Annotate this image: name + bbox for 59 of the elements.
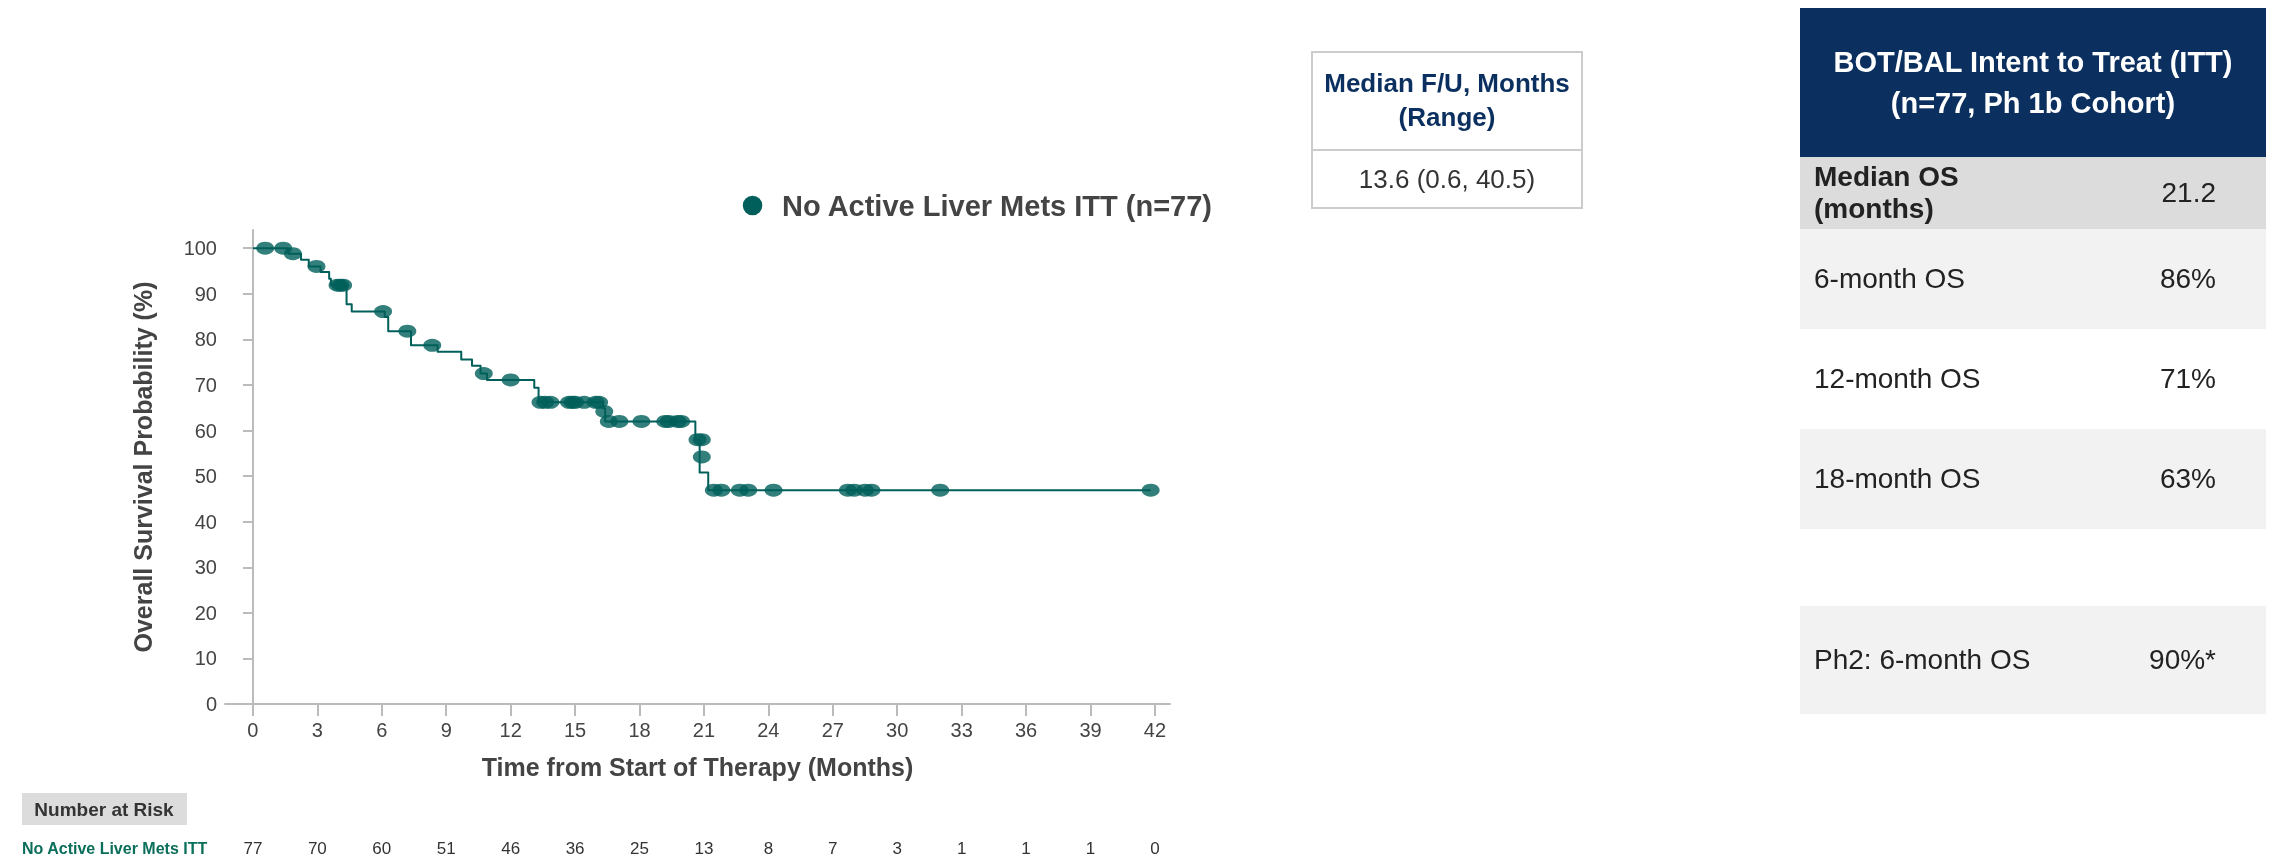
text: BOT/BAL Intent to Treat (ITT) (n=77, Ph 1b Cohort) xyxy=(1800,8,2266,157)
x-tick-label: 18 xyxy=(628,719,651,741)
y-tick-label: 100 xyxy=(183,237,217,260)
text: 63% xyxy=(2159,463,2216,495)
y-tick-label: 10 xyxy=(194,647,217,670)
text: 1 xyxy=(1021,838,1031,855)
y-axis-title: Overall Survival Probability (%) xyxy=(128,281,157,653)
y-tick-label: 70 xyxy=(194,373,217,396)
legend-label: No Active Liver Mets ITT (n=77) xyxy=(782,189,1213,222)
y-tick-label: 0 xyxy=(205,693,217,715)
text: 90%* xyxy=(2149,644,2216,676)
text: 71% xyxy=(2159,363,2216,395)
text: 3 xyxy=(892,838,902,855)
text: 25 xyxy=(630,838,649,855)
x-tick-label: 39 xyxy=(1079,719,1102,741)
text: 13.6 (0.6, 40.5) xyxy=(1357,162,1537,196)
x-tick-label: 30 xyxy=(886,719,909,741)
text: 1 xyxy=(956,838,967,855)
y-tick-label: 90 xyxy=(194,282,217,305)
y-tick-label: 80 xyxy=(194,328,217,351)
text: No Active Liver Mets ITT xyxy=(22,839,208,855)
text: 70 xyxy=(307,838,327,855)
y-tick-label: 20 xyxy=(194,601,217,624)
x-axis-title: Time from Start of Therapy (Months) xyxy=(481,752,914,781)
text: 60 xyxy=(372,838,392,855)
x-tick-label: 9 xyxy=(440,719,452,741)
x-tick-label: 0 xyxy=(247,719,259,741)
text: Number at Risk xyxy=(34,798,175,820)
text: 6-month OS xyxy=(1814,263,1965,295)
text: 36 xyxy=(565,838,585,855)
text: 51 xyxy=(436,838,456,855)
x-tick-label: 21 xyxy=(692,719,716,741)
text: Ph2: 6-month OS xyxy=(1814,644,2031,676)
x-tick-label: 6 xyxy=(376,719,388,741)
x-tick-label: 27 xyxy=(821,719,844,741)
text: Median F/U, Months (Range) xyxy=(1313,53,1581,151)
x-tick-label: 42 xyxy=(1143,719,1167,741)
x-tick-label: 36 xyxy=(1014,719,1038,741)
x-tick-label: 3 xyxy=(311,719,323,741)
text: Median OS (months) xyxy=(1814,161,1960,225)
text: 0 xyxy=(1150,838,1160,855)
text: 18-month OS xyxy=(1814,463,1981,495)
y-tick-label: 30 xyxy=(194,556,217,579)
x-tick-label: 24 xyxy=(757,719,780,741)
text: 77 xyxy=(243,838,263,855)
text: 86% xyxy=(2159,263,2216,295)
y-tick-label: 60 xyxy=(194,419,217,442)
y-tick-label: 40 xyxy=(194,510,217,533)
text: 7 xyxy=(828,838,838,855)
text: 13 xyxy=(694,838,714,855)
text: 1 xyxy=(1085,838,1096,855)
text: 46 xyxy=(501,838,521,855)
x-tick-label: 15 xyxy=(563,719,587,741)
y-tick-label: 50 xyxy=(194,465,217,488)
x-tick-label: 12 xyxy=(499,719,522,741)
text: 12-month OS xyxy=(1814,363,1981,395)
text: 8 xyxy=(763,838,774,855)
text: 21.2 xyxy=(2161,177,2216,209)
x-tick-label: 33 xyxy=(950,719,973,741)
